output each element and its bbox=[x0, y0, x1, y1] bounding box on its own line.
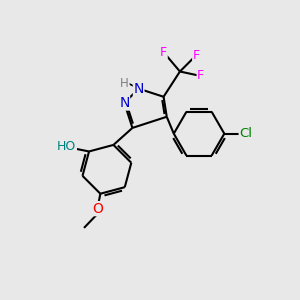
Text: O: O bbox=[92, 202, 103, 216]
Text: F: F bbox=[193, 49, 200, 62]
Text: H: H bbox=[120, 77, 129, 90]
Text: F: F bbox=[197, 70, 204, 83]
Text: Cl: Cl bbox=[239, 127, 252, 140]
Text: F: F bbox=[160, 46, 167, 59]
Text: N: N bbox=[119, 96, 130, 110]
Text: HO: HO bbox=[57, 140, 76, 154]
Text: N: N bbox=[134, 82, 144, 96]
